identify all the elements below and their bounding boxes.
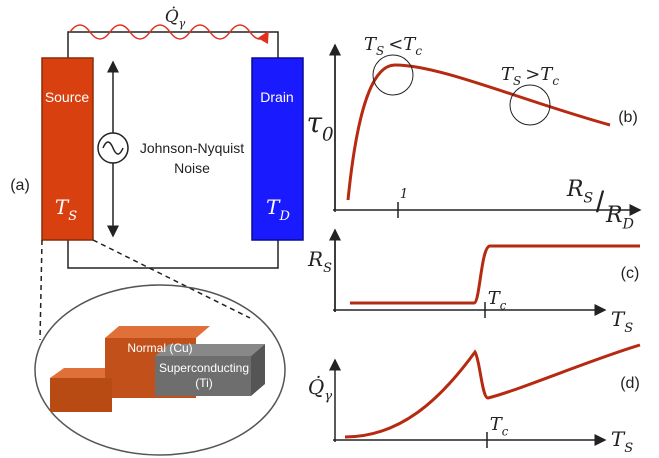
symbol: T: [540, 64, 554, 85]
tick-label: Tc: [488, 288, 507, 312]
x-axis-label: TS: [611, 307, 633, 336]
axes: [333, 230, 605, 312]
symbol: T: [501, 64, 515, 85]
panel-d: [329, 343, 641, 448]
source-block: [41, 57, 94, 241]
panel-label: (c): [621, 265, 640, 282]
operator: <: [388, 34, 403, 55]
symbol: T: [55, 195, 70, 219]
operator: >: [525, 64, 540, 85]
circle-marker: [372, 54, 414, 96]
symbol: R: [566, 177, 584, 202]
x-axis-label: RD: [605, 203, 635, 233]
subscript: S: [513, 74, 521, 88]
subscript: γ: [324, 389, 332, 404]
y-axis-label: RS: [307, 247, 332, 276]
curve: [344, 343, 641, 439]
panel-a: [34, 24, 304, 456]
x-axis-slash: /: [596, 186, 605, 219]
inset-label: Normal (Cu): [127, 341, 192, 355]
y-axis-label: τ0: [306, 106, 333, 145]
tick-label: 1: [400, 187, 408, 202]
curve: [346, 63, 611, 201]
panel-b: [329, 43, 640, 218]
subscript: S: [624, 321, 633, 336]
ac-symbol: [102, 141, 124, 155]
symbol: T: [266, 195, 281, 219]
subscript: 0: [322, 124, 334, 145]
symbol: T: [611, 307, 626, 331]
subscript: S: [376, 44, 384, 58]
inset-ellipse: [34, 284, 286, 456]
subscript: D: [622, 217, 635, 233]
source-label: Source: [45, 89, 90, 105]
curve: [350, 244, 640, 305]
annotation: TS <Tc: [364, 34, 422, 58]
subscript: γ: [179, 17, 186, 30]
inset-label: Superconducting: [159, 361, 249, 375]
heat-wave: [69, 24, 269, 45]
axes: [333, 45, 640, 212]
panel-c: [329, 228, 640, 318]
drain-label: Drain: [260, 89, 293, 105]
subscript: D: [278, 209, 290, 224]
noise-label: Johnson-Nyquist: [140, 140, 244, 156]
subscript: c: [502, 424, 509, 438]
inset-label: (Ti): [195, 376, 213, 390]
subscript: c: [500, 298, 507, 312]
subscript: S: [583, 191, 593, 207]
inset-blocks: [50, 326, 265, 412]
drain-temp: TD: [266, 195, 290, 224]
symbol: R: [605, 203, 623, 228]
symbol: T: [611, 427, 626, 451]
panel-label: (a): [10, 177, 30, 194]
subscript: c: [552, 74, 559, 88]
subscript: S: [323, 261, 332, 276]
drain-block: [251, 57, 304, 241]
annotation: TS >Tc: [501, 64, 559, 88]
panel-label: (b): [618, 109, 638, 126]
circle-marker: [509, 84, 551, 126]
subscript: S: [68, 209, 77, 224]
panel-label: (d): [620, 375, 640, 392]
noise-label: Noise: [174, 160, 210, 176]
symbol: T: [490, 414, 504, 435]
symbol: T: [403, 34, 417, 55]
x-axis-label: RS: [566, 177, 594, 207]
labels: (a)Q̇γSourceTSDrainTDJohnson-NyquistNois…: [10, 7, 640, 456]
subscript: c: [415, 44, 422, 58]
x-axis-label: TS: [611, 427, 633, 456]
symbol: Q̇: [308, 375, 324, 399]
wire: [67, 31, 279, 269]
source-temp: TS: [55, 195, 77, 224]
tick-label: Tc: [490, 414, 509, 438]
subscript: S: [624, 441, 633, 456]
zoom-lines: [39, 239, 251, 341]
symbol: Q̇: [165, 7, 179, 27]
symbol: R: [307, 247, 323, 271]
symbol: τ: [306, 106, 322, 139]
symbol: T: [364, 34, 378, 55]
heat-flow-label: Q̇γ: [165, 7, 186, 30]
y-axis-label: Q̇γ: [308, 375, 332, 404]
symbol: T: [488, 288, 502, 309]
